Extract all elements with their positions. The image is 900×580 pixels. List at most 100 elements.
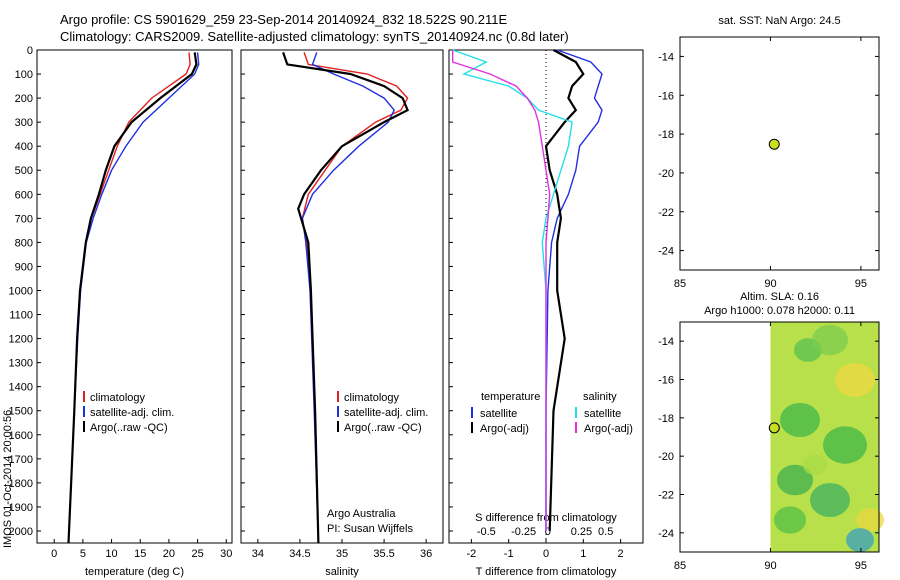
series-line-3-4: [452, 50, 551, 531]
map-ytick-label: -22: [658, 490, 674, 502]
sla-patch: [823, 426, 867, 464]
map-ytick-label: -22: [658, 207, 674, 219]
ytick-label: 400: [15, 141, 33, 153]
map-xtick-label: 90: [764, 278, 776, 290]
map-ytick-label: -20: [658, 451, 674, 463]
series-line-3-3: [452, 49, 573, 531]
stick-label: 0.25: [571, 526, 592, 538]
legend-label: Argo(..raw -QC): [90, 422, 168, 434]
argo-position-marker: [768, 138, 780, 150]
series-line-2-2: [301, 52, 396, 544]
annotation-label: Argo Australia: [327, 508, 396, 520]
xtick-label: 34: [252, 548, 264, 560]
map-ytick-label: -14: [658, 336, 674, 348]
legend-label: climatology: [344, 392, 400, 404]
map-ytick-label: -14: [658, 51, 674, 63]
xtick-label: 35.5: [373, 548, 394, 560]
map-title: sat. SST: NaN Argo: 24.5: [718, 15, 840, 27]
xaxis-label: T difference from climatology: [476, 566, 617, 578]
ytick-label: 1100: [9, 310, 33, 322]
legend-header: salinity: [583, 391, 617, 403]
map-xtick-label: 95: [855, 278, 867, 290]
map-ytick-label: -24: [658, 246, 674, 258]
legend-label: Argo(..raw -QC): [344, 422, 422, 434]
ytick-label: 900: [15, 261, 33, 273]
timestamp-label: IMOS 01-Oct-2014 20:00:56: [2, 410, 14, 548]
map-subtitle: Argo h1000: 0.078 h2000: 0.11: [704, 305, 855, 317]
plot-frame-1: [36, 49, 233, 544]
xtick-label: 35: [336, 548, 348, 560]
climatology-title: Climatology: CARS2009. Satellite-adjuste…: [60, 29, 569, 44]
stick-label: 0.5: [598, 526, 613, 538]
ytick-label: 700: [15, 213, 33, 225]
stick-label: -0.5: [477, 526, 496, 538]
series-line-3-2: [544, 49, 585, 532]
xtick-label: 5: [80, 548, 86, 560]
map-xtick-label: 85: [674, 560, 686, 572]
map-ytick-label: -18: [658, 413, 674, 425]
ytick-label: 1000: [9, 285, 33, 297]
legend-label: Argo(-adj): [480, 423, 529, 435]
ytick-label: 500: [15, 165, 33, 177]
legend-label: satellite-adj. clim.: [344, 407, 428, 419]
xtick-label: -1: [504, 548, 514, 560]
xtick-label: 36: [420, 548, 432, 560]
xaxis-label: temperature (deg C): [85, 566, 184, 578]
xtick-label: 0: [51, 548, 57, 560]
legend-label: satellite-adj. clim.: [90, 407, 174, 419]
stick-label: -0.25: [511, 526, 536, 538]
xtick-label: 2: [618, 548, 624, 560]
legend-label: satellite: [584, 408, 621, 420]
sla-patch: [774, 506, 806, 534]
series-line-1-3: [67, 52, 198, 544]
sla-patch: [856, 508, 884, 532]
legend-label: climatology: [90, 392, 146, 404]
map-ytick-label: -20: [658, 168, 674, 180]
sla-patch: [780, 403, 820, 437]
map-ytick-label: -16: [658, 90, 674, 102]
map-ytick-label: -18: [658, 129, 674, 141]
stick-label: 0: [545, 526, 551, 538]
map-xtick-label: 95: [855, 560, 867, 572]
xtick-label: 30: [220, 548, 232, 560]
ytick-label: 2000: [9, 526, 33, 538]
legend-label: Argo(-adj): [584, 423, 633, 435]
xtick-label: 34.5: [289, 548, 310, 560]
xtick-label: 25: [191, 548, 203, 560]
annotation-label: PI: Susan Wijffels: [327, 523, 413, 535]
xtick-label: 20: [163, 548, 175, 560]
map-frame-1: [679, 36, 880, 271]
sla-patch: [846, 528, 874, 552]
sla-patch: [810, 483, 850, 517]
ytick-label: 1800: [9, 478, 33, 490]
ytick-label: 1700: [9, 454, 33, 466]
ytick-label: 1500: [9, 406, 33, 418]
series-line-2-3: [282, 52, 410, 544]
ytick-label: 100: [15, 69, 33, 81]
legend-header: temperature: [481, 391, 540, 403]
argo-position-marker: [768, 422, 780, 434]
map-ytick-label: -16: [658, 375, 674, 387]
sla-patch: [803, 454, 827, 476]
map-ytick-label: -24: [658, 528, 674, 540]
map-title: Altim. SLA: 0.16: [740, 291, 819, 303]
ytick-label: 1300: [9, 358, 33, 370]
series-line-3-1: [545, 49, 603, 531]
xaxis-label: salinity: [325, 566, 359, 578]
map-xtick-label: 85: [674, 278, 686, 290]
xtick-label: 1: [580, 548, 586, 560]
ytick-label: 0: [27, 45, 33, 57]
profile-title: Argo profile: CS 5901629_259 23-Sep-2014…: [60, 12, 508, 27]
timestamp-vertical: IMOS 01-Oct-2014 20:00:56: [2, 410, 14, 548]
xtick-label: 0: [543, 548, 549, 560]
legend-label: satellite: [480, 408, 517, 420]
ytick-label: 1200: [9, 334, 33, 346]
ytick-label: 1600: [9, 430, 33, 442]
xtick-label: 10: [105, 548, 117, 560]
ytick-label: 600: [15, 189, 33, 201]
plot-frame-2: [240, 49, 444, 544]
ytick-label: 300: [15, 117, 33, 129]
sla-patch: [777, 464, 813, 496]
xtick-label: -2: [466, 548, 476, 560]
